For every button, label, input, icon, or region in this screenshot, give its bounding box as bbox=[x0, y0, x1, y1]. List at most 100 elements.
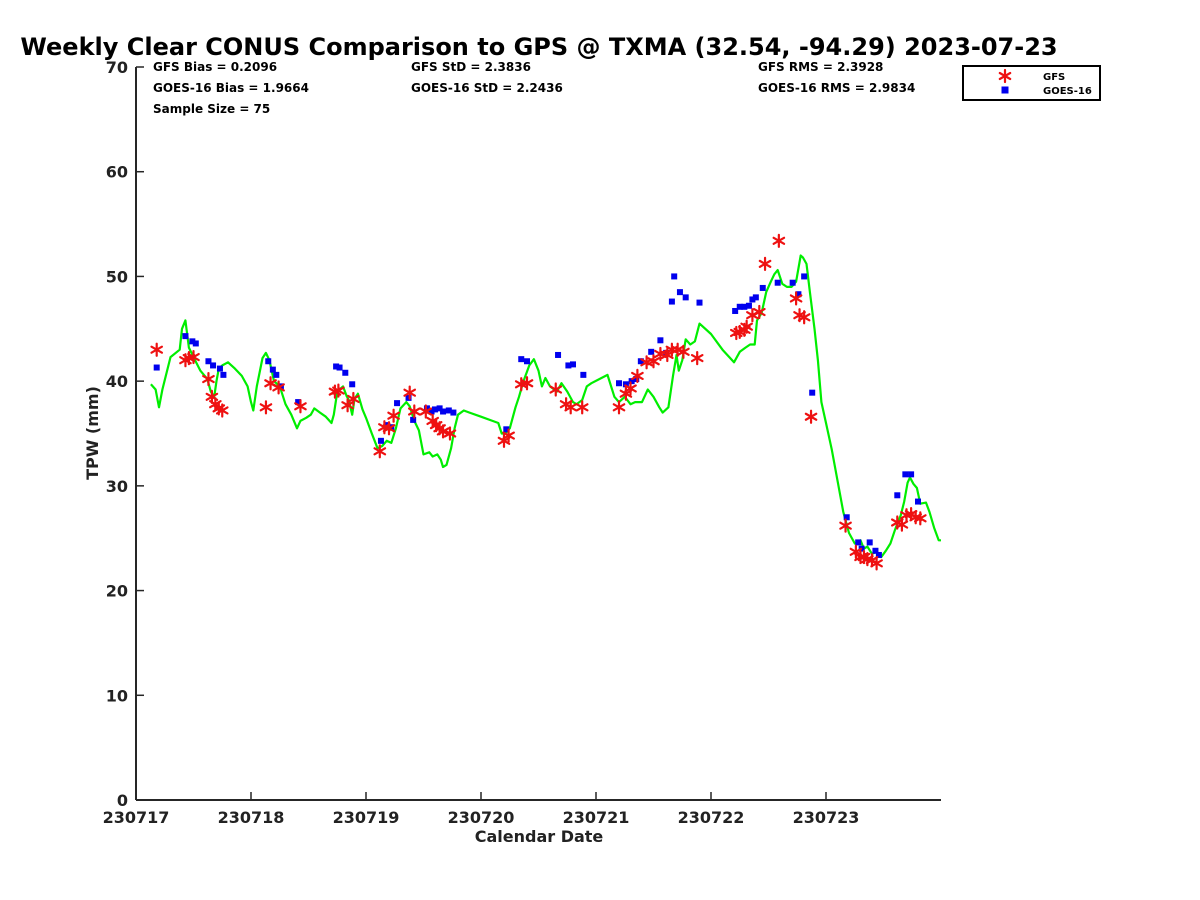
goes-point bbox=[908, 471, 915, 478]
goes-point bbox=[377, 437, 384, 444]
goes-point bbox=[333, 363, 340, 370]
gfs-point bbox=[373, 444, 387, 459]
legend-gfs-marker bbox=[998, 68, 1012, 84]
goes-point bbox=[410, 416, 417, 423]
gfs-point bbox=[660, 347, 674, 363]
x-tick-label: 230718 bbox=[218, 808, 285, 827]
goes-point bbox=[295, 399, 302, 406]
goes-point bbox=[182, 333, 189, 340]
goes-point bbox=[637, 358, 644, 365]
gfs-point bbox=[347, 391, 360, 407]
x-axis-label: Calendar Date bbox=[475, 827, 604, 846]
legend-label: GFS bbox=[1043, 72, 1065, 83]
gfs-point bbox=[332, 383, 345, 398]
marker-layer bbox=[150, 233, 927, 571]
goes-point bbox=[216, 365, 223, 372]
gps-line bbox=[150, 254, 941, 559]
goes-rms-label: GOES-16 RMS = 2.9834 bbox=[758, 81, 915, 95]
goes-point bbox=[789, 279, 796, 286]
goes-std-label: GOES-16 StD = 2.2436 bbox=[411, 81, 563, 95]
goes-point bbox=[749, 296, 756, 303]
goes-point bbox=[741, 303, 748, 310]
gfs-point bbox=[797, 310, 811, 325]
goes-point bbox=[565, 362, 572, 369]
gfs-rms-label: GFS RMS = 2.3928 bbox=[758, 60, 883, 74]
gfs-point bbox=[913, 511, 927, 526]
goes-point bbox=[524, 358, 530, 365]
goes-point bbox=[192, 340, 199, 347]
goes-point bbox=[269, 366, 276, 373]
gfs-point bbox=[520, 376, 534, 391]
y-axis-label: TPW (mm) bbox=[83, 386, 102, 480]
gfs-point bbox=[564, 400, 578, 415]
stats-panel: GFS Bias = 0.2096 GOES-16 Bias = 1.9664 … bbox=[153, 60, 915, 116]
gfs-point bbox=[272, 380, 285, 395]
goes-point bbox=[774, 279, 781, 286]
gfs-point bbox=[497, 433, 511, 448]
gfs-point bbox=[419, 404, 433, 419]
legend-label: GOES-16 bbox=[1043, 86, 1092, 97]
gfs-point bbox=[631, 368, 644, 384]
x-tick-label: 230721 bbox=[563, 808, 630, 827]
goes-point bbox=[902, 471, 909, 478]
goes-point bbox=[570, 361, 576, 368]
goes-point bbox=[616, 380, 622, 387]
y-tick-label: 0 bbox=[117, 791, 128, 810]
gfs-point bbox=[215, 403, 229, 418]
goes-point bbox=[855, 539, 862, 546]
goes-point bbox=[752, 294, 759, 301]
goes-point bbox=[745, 302, 752, 309]
goes-point bbox=[503, 426, 510, 433]
goes-point bbox=[682, 294, 689, 301]
gfs-point bbox=[382, 421, 396, 436]
gfs-point bbox=[619, 386, 633, 401]
y-tick-label: 20 bbox=[106, 582, 128, 601]
goes-point bbox=[894, 492, 901, 499]
gfs-point bbox=[294, 399, 307, 414]
goes-point bbox=[518, 356, 525, 363]
goes-point bbox=[153, 364, 160, 371]
y-tick-label: 10 bbox=[106, 686, 128, 705]
gfs-point bbox=[758, 256, 772, 271]
gfs-point bbox=[677, 344, 690, 359]
legend-box bbox=[962, 65, 1101, 101]
goes-point bbox=[432, 406, 438, 413]
gfs-point bbox=[789, 291, 803, 306]
gfs-point bbox=[387, 408, 400, 423]
goes-point bbox=[759, 284, 766, 291]
goes-point bbox=[872, 547, 879, 554]
gfs-point bbox=[804, 409, 818, 424]
goes-point bbox=[866, 539, 873, 546]
goes-point bbox=[580, 371, 587, 378]
gfs-point bbox=[647, 354, 660, 369]
line-layer bbox=[150, 254, 941, 559]
goes-point bbox=[445, 407, 452, 414]
gfs-point bbox=[436, 424, 450, 439]
gfs-point bbox=[443, 426, 457, 441]
goes-point bbox=[696, 299, 703, 306]
gfs-point bbox=[752, 304, 766, 320]
chart-title: Weekly Clear CONUS Comparison to GPS @ T… bbox=[20, 33, 1057, 61]
goes-bias-label: GOES-16 Bias = 1.9664 bbox=[153, 81, 309, 95]
goes-point bbox=[189, 338, 196, 345]
goes-point bbox=[436, 405, 443, 412]
gfs-point bbox=[150, 342, 164, 357]
gfs-point bbox=[772, 233, 786, 248]
legend: GFS GOES-16 bbox=[962, 65, 1101, 101]
gfs-point bbox=[740, 319, 753, 334]
goes-point bbox=[450, 409, 457, 416]
goes-point bbox=[273, 371, 280, 378]
goes-point bbox=[394, 400, 401, 407]
goes-point bbox=[210, 362, 217, 369]
goes-point bbox=[336, 364, 343, 371]
x-tick-label: 230722 bbox=[678, 808, 745, 827]
y-tick-label: 50 bbox=[106, 267, 128, 286]
goes-point bbox=[405, 394, 412, 401]
goes-point bbox=[342, 369, 349, 376]
goes-point bbox=[657, 337, 664, 344]
gfs-point bbox=[187, 349, 200, 365]
gfs-point bbox=[403, 385, 417, 400]
goes-point bbox=[648, 348, 655, 355]
y-tick-label: 30 bbox=[106, 477, 128, 496]
